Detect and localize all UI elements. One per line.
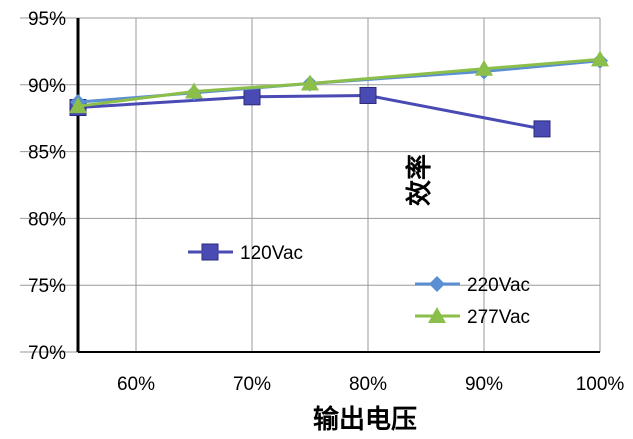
data-point-277Vac xyxy=(591,50,609,67)
y-tick-label: 85% xyxy=(28,143,66,164)
y-tick-label: 95% xyxy=(28,9,66,30)
x-axis-title: 输出电压 xyxy=(313,404,417,435)
data-point-277Vac xyxy=(475,59,493,76)
data-point-120Vac xyxy=(359,86,377,104)
data-point-120Vac xyxy=(243,88,261,106)
x-tick-label: 90% xyxy=(465,374,503,395)
x-tick-label: 100% xyxy=(576,374,625,395)
legend-label: 277Vac xyxy=(467,307,530,328)
data-point-277Vac xyxy=(185,82,203,99)
x-tick-label: 70% xyxy=(233,374,271,395)
y-tick-labels: 70% 75% 80% 85% 90% 95% xyxy=(28,9,66,364)
x-tick-label: 80% xyxy=(349,374,387,395)
y-tick-label: 70% xyxy=(28,343,66,364)
y-tick-label: 80% xyxy=(28,209,66,230)
data-point-277Vac xyxy=(69,97,87,114)
legend: 120Vac 220Vac 277Vac xyxy=(188,243,530,328)
y-tick-label: 90% xyxy=(28,76,66,97)
y-tick-label: 75% xyxy=(28,276,66,297)
x-tick-labels: 60% 70% 80% 90% 100% xyxy=(117,374,624,395)
series-line-120Vac xyxy=(77,93,543,131)
data-point-120Vac xyxy=(533,120,551,138)
series-lines xyxy=(69,50,609,323)
axes xyxy=(76,18,600,353)
data-point-277Vac xyxy=(301,74,319,91)
x-tick-label: 60% xyxy=(117,374,155,395)
gridlines xyxy=(20,17,601,353)
legend-label: 220Vac xyxy=(467,275,530,296)
y-axis-title: 效率 xyxy=(404,154,435,206)
legend-label: 120Vac xyxy=(240,243,303,264)
